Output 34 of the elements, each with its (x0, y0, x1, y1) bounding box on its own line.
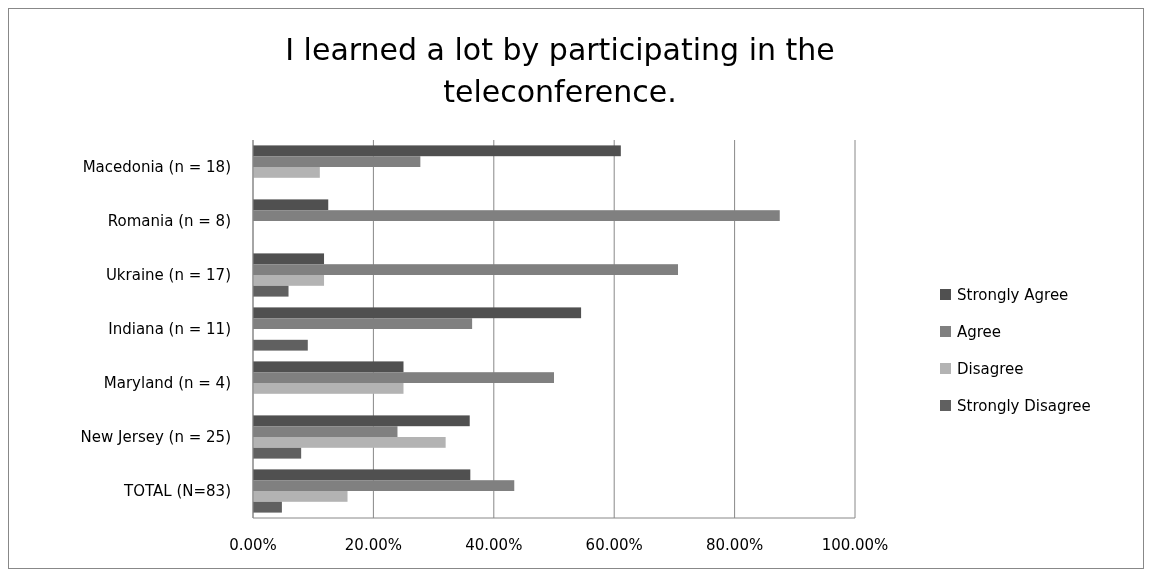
bar (253, 491, 348, 502)
x-tick-label: 100.00% (821, 536, 889, 554)
bar (253, 145, 621, 157)
bar (253, 361, 404, 373)
legend-label: Agree (957, 323, 1002, 341)
x-tick-label: 80.00% (706, 536, 764, 554)
y-tick-label: Macedonia (n = 18) (82, 158, 231, 176)
chart-title: I learned a lot by participating in the teleconference. (285, 32, 835, 109)
x-tick-label: 40.00% (465, 536, 523, 554)
bar (253, 447, 302, 459)
bar (253, 167, 320, 178)
bar (253, 275, 325, 286)
bar (253, 383, 404, 394)
x-tick-label: 20.00% (344, 536, 402, 554)
x-tick-label: 60.00% (585, 536, 643, 554)
bar (253, 285, 289, 297)
bar (253, 307, 582, 319)
legend-label: Disagree (957, 360, 1024, 378)
y-tick-label: Maryland (n = 4) (103, 374, 231, 392)
bar (253, 501, 282, 513)
y-tick-label: Indiana (n = 11) (108, 320, 231, 338)
legend-label: Strongly Disagree (957, 397, 1091, 415)
bar (253, 253, 325, 265)
y-tick-label: Romania (n = 8) (107, 212, 231, 230)
y-tick-label: New Jersey (n = 25) (80, 428, 231, 446)
bar (253, 437, 446, 448)
bar (253, 339, 308, 351)
bar (253, 415, 470, 427)
y-tick-label: TOTAL (N=83) (123, 482, 231, 500)
y-tick-label: Ukraine (n = 17) (105, 266, 231, 284)
legend-label: Strongly Agree (957, 286, 1069, 304)
bar (253, 469, 471, 481)
x-tick-label: 0.00% (229, 536, 277, 554)
bar (253, 199, 329, 211)
